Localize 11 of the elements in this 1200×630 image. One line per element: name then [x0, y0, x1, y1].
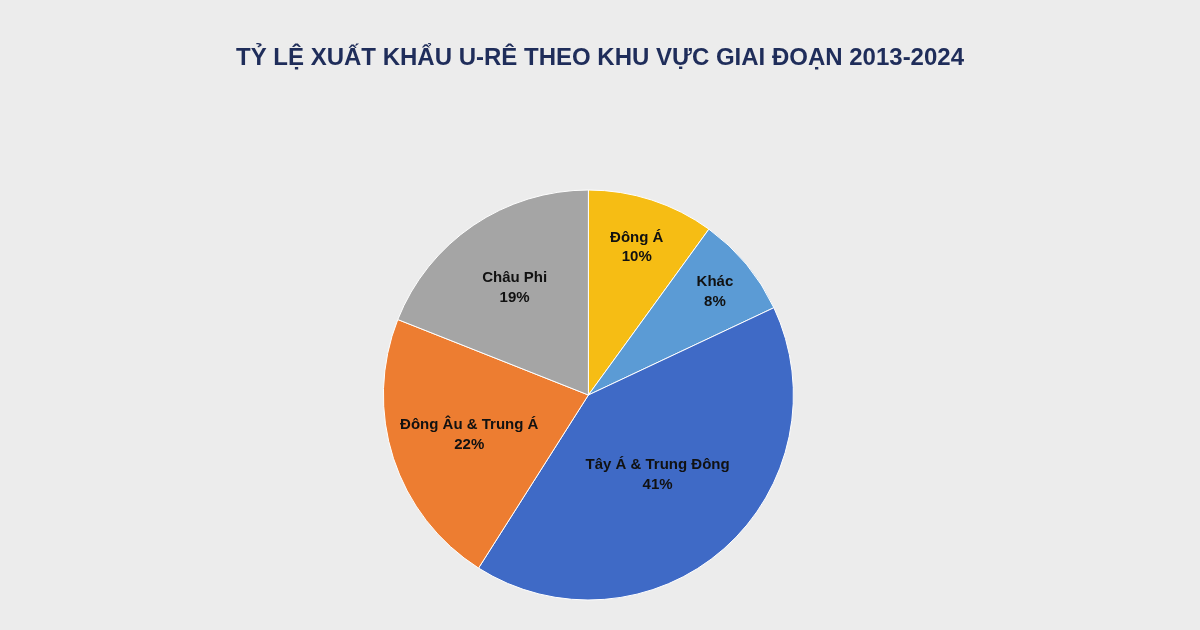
data-label: 22%: [454, 434, 485, 452]
data-label: 19%: [499, 287, 530, 305]
data-label: 8%: [704, 291, 726, 309]
slice-label: Châu Phi: [482, 268, 548, 286]
data-label: 41%: [642, 474, 673, 492]
data-label: 10%: [621, 247, 652, 265]
slice-label: Tây Á & Trung Đông: [585, 455, 730, 473]
slice-label: Đông Á: [610, 227, 664, 245]
chart-title: TỶ LỆ XUẤT KHẨU U-RÊ THEO KHU VỰC GIAI ĐOẠN 2013-2024: [235, 41, 965, 70]
slice-label: Khác: [696, 272, 734, 290]
slice-label: Đông Âu & Trung Á: [400, 415, 539, 433]
